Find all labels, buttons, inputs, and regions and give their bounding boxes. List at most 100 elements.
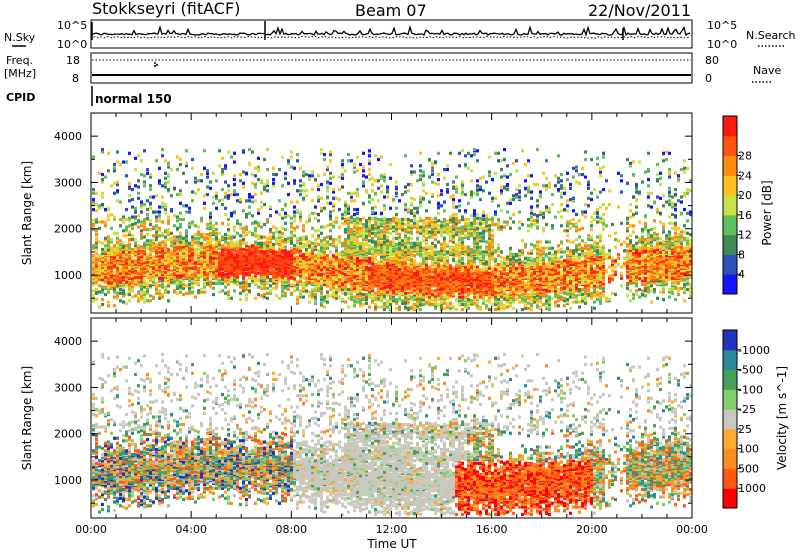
power-cell [269,228,272,231]
power-cell [296,302,299,305]
power-cell [215,222,218,225]
power-cell [437,228,440,231]
power-cell [380,229,383,232]
power-cell [248,199,251,202]
power-cell [344,200,347,203]
power-cell [446,265,449,268]
power-cell [371,210,374,213]
power-cell [338,188,341,191]
power-cell [242,280,245,283]
power-cell [233,174,236,177]
power-cell [173,224,176,227]
power-cell [146,213,149,216]
power-cell [359,163,362,166]
power-cell [335,217,338,220]
power-cell [458,259,461,262]
power-cell [98,305,101,308]
power-cell [167,290,170,293]
power-cell [179,218,182,221]
power-cell [419,262,422,265]
power-cell [98,258,101,261]
power-cell [152,259,155,262]
power-cell [317,184,320,187]
power-cell [131,270,134,273]
power-cell [362,202,365,205]
power-cell [161,293,164,296]
power-cell [179,202,182,205]
power-cell [113,192,116,195]
power-cell [419,225,422,228]
power-cell [443,237,446,240]
power-cell [314,302,317,305]
power-cell [437,270,440,273]
power-cell [344,169,347,172]
power-cell [458,199,461,202]
power-cell [119,239,122,242]
power-cell [338,198,341,201]
power-cell [416,210,419,213]
power-cell [209,225,212,228]
power-cell [170,273,173,276]
power-cell [299,189,302,192]
power-cell [347,192,350,195]
power-cell [263,203,266,206]
power-cell [203,202,206,205]
power-cell [437,303,440,306]
power-cell [311,293,314,296]
power-cell [158,247,161,250]
power-cell [341,292,344,295]
power-cell [341,217,344,220]
power-cell [239,239,242,242]
power-cell [434,250,437,253]
power-cell [146,168,149,171]
power-cell [164,249,167,252]
power-cell [419,242,422,245]
power-cell [401,239,404,242]
power-cell [410,295,413,298]
power-cell [92,244,95,247]
power-cell [260,179,263,182]
power-cell [329,159,332,162]
noise-sky-trace [92,27,690,36]
power-cell [149,239,152,242]
power-cell [98,240,101,243]
power-cell [164,172,167,175]
power-cell [383,285,386,288]
power-cell [407,245,410,248]
power-cell [194,177,197,180]
power-cell [191,235,194,238]
power-cell [128,199,131,202]
power-cell [338,235,341,238]
power-cell [278,168,281,171]
power-cell [293,205,296,208]
power-cell [200,173,203,176]
power-cell [254,174,257,177]
power-cell [437,212,440,215]
power-cell [458,204,461,207]
power-cell [323,225,326,228]
power-cell [143,235,146,238]
power-cell [260,225,263,228]
power-cell [101,195,104,198]
power-cell [377,305,380,308]
power-cell [272,232,275,235]
power-cell [437,224,440,227]
power-cell [224,213,227,216]
power-cell [218,149,221,152]
power-cell [212,257,215,260]
power-cell [221,222,224,225]
power-cell [119,288,122,291]
power-cell [296,295,299,298]
power-cell [458,152,461,155]
power-cell [410,164,413,167]
power-cell [290,200,293,203]
power-cell [191,220,194,223]
power-cell [206,240,209,243]
power-cell [344,273,347,276]
power-cell [299,242,302,245]
power-cell [281,232,284,235]
power-cell [416,207,419,210]
power-cell [248,148,251,151]
power-cell [161,202,164,205]
